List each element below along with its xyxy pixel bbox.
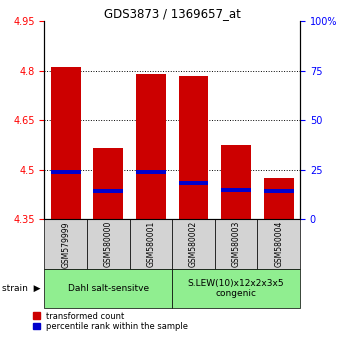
- Bar: [179, 181, 208, 185]
- Bar: [264, 189, 294, 193]
- Bar: [136, 74, 166, 219]
- Bar: [87, 219, 130, 269]
- Text: GSM580002: GSM580002: [189, 221, 198, 267]
- Text: strain  ▶: strain ▶: [2, 284, 40, 293]
- Bar: [264, 178, 294, 219]
- Text: GSM580000: GSM580000: [104, 221, 113, 268]
- Bar: [44, 219, 87, 269]
- Bar: [93, 148, 123, 219]
- Bar: [136, 170, 166, 173]
- Bar: [44, 269, 172, 308]
- Text: GSM580004: GSM580004: [274, 221, 283, 268]
- Bar: [93, 189, 123, 193]
- Bar: [172, 219, 215, 269]
- Bar: [221, 145, 251, 219]
- Text: GSM580003: GSM580003: [232, 221, 241, 268]
- Title: GDS3873 / 1369657_at: GDS3873 / 1369657_at: [104, 7, 241, 20]
- Text: GSM580001: GSM580001: [146, 221, 155, 267]
- Bar: [172, 269, 300, 308]
- Text: S.LEW(10)x12x2x3x5
congenic: S.LEW(10)x12x2x3x5 congenic: [188, 279, 284, 298]
- Bar: [51, 68, 80, 219]
- Bar: [221, 188, 251, 192]
- Bar: [51, 170, 80, 173]
- Text: GSM579999: GSM579999: [61, 221, 70, 268]
- Bar: [215, 219, 257, 269]
- Text: Dahl salt-sensitve: Dahl salt-sensitve: [68, 284, 149, 293]
- Legend: transformed count, percentile rank within the sample: transformed count, percentile rank withi…: [31, 310, 190, 333]
- Bar: [130, 219, 172, 269]
- Bar: [257, 219, 300, 269]
- Bar: [179, 76, 208, 219]
